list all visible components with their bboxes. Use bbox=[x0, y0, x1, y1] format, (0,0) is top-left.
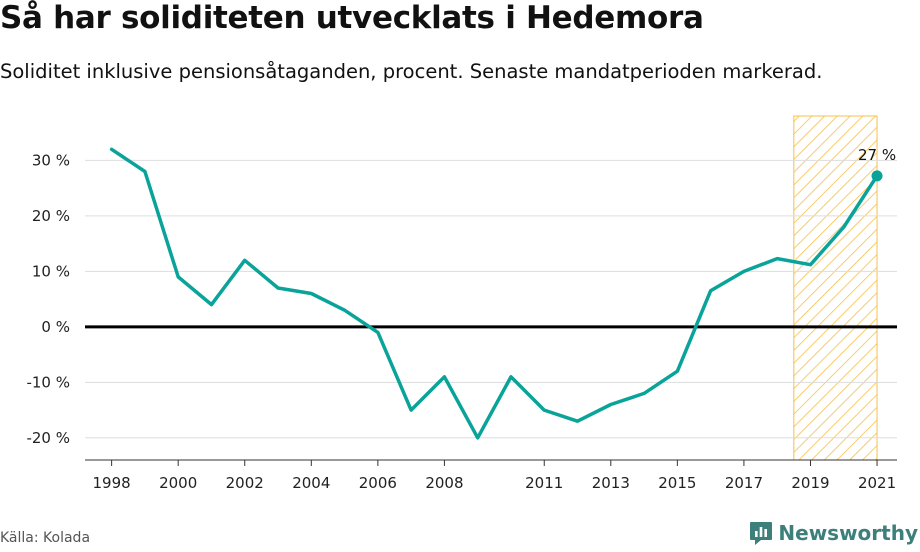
x-tick-label: 2011 bbox=[525, 474, 563, 492]
y-tick-label: -20 % bbox=[26, 429, 70, 447]
x-tick-label: 2004 bbox=[292, 474, 330, 492]
line-chart: 30 % 20 % 10 % 0 % -10 % -20 % 1998 2000 2002 20… bbox=[26, 115, 897, 492]
y-tick-label: 0 % bbox=[41, 318, 70, 336]
brand-name: Newsworthy bbox=[778, 521, 918, 545]
y-tick-label: 10 % bbox=[32, 262, 70, 280]
brand-logo: Newsworthy bbox=[749, 520, 918, 546]
x-tick-label: 2015 bbox=[658, 474, 696, 492]
last-value-label: 27 % bbox=[858, 146, 896, 164]
x-tick-label: 2021 bbox=[858, 474, 896, 492]
y-tick-label: 30 % bbox=[32, 151, 70, 169]
source-note: Källa: Kolada bbox=[0, 530, 91, 546]
chart-title: Så har soliditeten utvecklats i Hedemora bbox=[0, 0, 704, 36]
newsworthy-icon bbox=[750, 522, 773, 545]
x-tick-label: 2000 bbox=[159, 474, 197, 492]
x-tick-label: 2017 bbox=[725, 474, 763, 492]
highlight-period bbox=[793, 115, 878, 461]
series-line bbox=[109, 147, 879, 440]
y-tick-label: -10 % bbox=[26, 373, 70, 391]
x-tick-label: 1998 bbox=[93, 474, 131, 492]
last-point-marker bbox=[871, 170, 883, 182]
y-tick-label: 20 % bbox=[32, 207, 70, 225]
x-tick-label: 2002 bbox=[226, 474, 264, 492]
chart-subtitle: Soliditet inklusive pensionsåtaganden, p… bbox=[0, 60, 823, 83]
x-tick-label: 2008 bbox=[425, 474, 463, 492]
x-tick-label: 2019 bbox=[791, 474, 829, 492]
x-tick-label: 2006 bbox=[359, 474, 397, 492]
x-tick-label: 2013 bbox=[592, 474, 630, 492]
